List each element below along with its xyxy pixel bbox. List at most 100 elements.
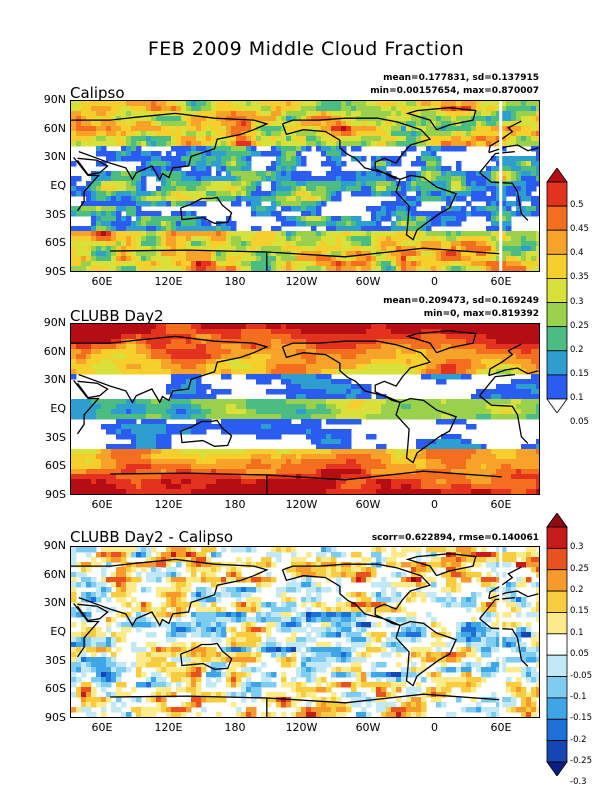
coastline: [395, 174, 457, 241]
stats-line-2: min=0, max=0.819392: [423, 309, 539, 319]
colorbar-tick-label: 0.4: [570, 248, 584, 259]
colorbar-segment: [546, 181, 568, 207]
lon-label: 120W: [285, 275, 318, 288]
colorbar-tick-label: -0.05: [570, 670, 592, 681]
lat-label: 60N: [43, 567, 66, 581]
lat-label: EQ: [50, 179, 66, 192]
colorbar-segment: [546, 569, 568, 592]
lon-label: 60W: [355, 498, 381, 511]
lat-label: EQ: [50, 402, 66, 415]
colorbar-segment: [546, 590, 568, 613]
colorbar-difference: [546, 513, 568, 776]
stats-line-1: mean=0.177831, sd=0.137915: [383, 73, 539, 83]
lat-label: 30S: [45, 653, 66, 667]
lon-label: 120W: [285, 721, 318, 734]
coastline: [405, 553, 477, 577]
colorbar-tick-label: 0.2: [570, 585, 584, 596]
colorbar-tick-label: 0.1: [570, 627, 584, 638]
lat-label: 60N: [43, 344, 66, 358]
lon-label: 60E: [91, 721, 113, 734]
lat-label: 30N: [43, 150, 66, 164]
colorbar-segment: [546, 654, 568, 677]
colorbar-tick-label: -0.2: [570, 734, 587, 745]
colorbar-top-arrow: [546, 513, 568, 528]
coastline: [281, 117, 432, 181]
lat-label: 30S: [45, 207, 66, 221]
coastline: [395, 397, 457, 464]
coastline: [405, 330, 477, 354]
lon-label: 60E: [91, 275, 113, 288]
lon-label: 60E: [490, 721, 512, 734]
lon-label: 180: [224, 721, 246, 734]
map-field: [71, 324, 539, 494]
coastline: [110, 693, 502, 717]
colorbar-segment: [546, 718, 568, 742]
colorbar-tick-label: -0.3: [570, 777, 587, 788]
colorbar-segment: [546, 633, 568, 656]
lon-label: 120W: [285, 498, 318, 511]
coastline: [281, 563, 432, 627]
colorbar-tick-label: 0.5: [570, 200, 584, 211]
lon-label: 60E: [490, 498, 512, 511]
lat-label: 90N: [43, 539, 66, 552]
coastline: [110, 470, 502, 494]
colorbar-cloud-fraction: [546, 168, 568, 413]
coastline: [180, 419, 233, 447]
colorbar-segment: [546, 612, 568, 635]
coastline: [76, 157, 109, 176]
lon-label: 180: [224, 498, 246, 511]
colorbar-tick-label: 0.05: [570, 417, 589, 428]
lat-label: 60S: [45, 459, 66, 473]
data-seam: [499, 547, 503, 717]
colorbar-segment: [546, 740, 568, 763]
colorbar-segment: [546, 526, 568, 549]
lon-label: 120E: [154, 721, 183, 734]
map-field: [71, 547, 539, 717]
lon-label: 180: [224, 275, 246, 288]
map-panel-calipso: [70, 100, 540, 272]
colorbar-tick-label: -0.25: [570, 756, 592, 766]
colorbar-tick-label: 0.15: [570, 606, 589, 617]
coastline: [76, 603, 109, 622]
colorbar-tick-label: -0.1: [570, 691, 587, 702]
colorbar-tick-label: 0.3: [570, 542, 584, 553]
lat-label: 90S: [45, 488, 66, 501]
colorbar-segment: [546, 676, 568, 699]
lat-label: 90N: [43, 93, 66, 106]
colorbar-segment: [546, 229, 568, 255]
lon-label: 120E: [154, 275, 183, 288]
colorbar-bottom-arrow: [546, 398, 568, 413]
coastline: [395, 620, 457, 687]
lat-label: 30S: [45, 430, 66, 444]
colorbar-segment: [546, 697, 568, 720]
figure-title: FEB 2009 Middle Cloud Fraction: [147, 38, 465, 60]
colorbar-tick-label: 0.35: [570, 272, 589, 283]
panel-stats-diff: scorr=0.622894, rmse=0.140061: [372, 532, 539, 545]
map-panel-diff: [70, 546, 540, 718]
lon-label: 60W: [355, 275, 381, 288]
coastline: [71, 335, 539, 404]
colorbar-tick-label: 0.25: [570, 563, 589, 574]
lon-label: 120E: [154, 498, 183, 511]
lat-label: 30N: [43, 596, 66, 610]
panel-title-calipso: Calipso: [70, 84, 125, 102]
coastline: [73, 596, 529, 667]
coastline: [281, 340, 432, 404]
panel-title-diff: CLUBB Day2 - Calipso: [70, 528, 234, 546]
lat-label: 60S: [45, 236, 66, 250]
colorbar-segment: [546, 253, 568, 279]
colorbar-segment: [546, 326, 568, 352]
lat-label: 90N: [43, 316, 66, 329]
colorbar-segment: [546, 547, 568, 571]
colorbar-tick-label: 0.05: [570, 649, 589, 660]
colorbar-tick-label: 0.25: [570, 320, 589, 331]
colorbar-tick-label: 0.3: [570, 296, 584, 307]
colorbar-segment: [546, 374, 568, 400]
colorbar-tick-label: -0.15: [570, 713, 592, 724]
lon-label: 0: [431, 498, 438, 511]
colorbar-segment: [546, 350, 568, 376]
coastline: [73, 373, 529, 444]
coastline: [110, 247, 502, 271]
lat-label: 60S: [45, 682, 66, 696]
lat-label: 90S: [45, 265, 66, 278]
